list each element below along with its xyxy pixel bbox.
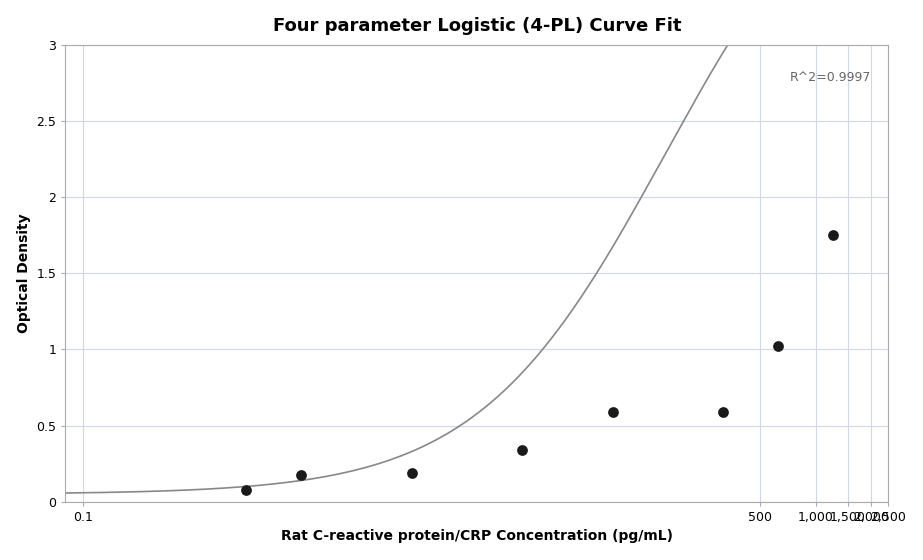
Point [605, 407, 620, 416]
Y-axis label: Optical Density: Optical Density [17, 213, 30, 333]
Point [515, 445, 530, 454]
Point [715, 407, 730, 416]
Point [404, 468, 419, 477]
Point [826, 231, 841, 240]
Title: Four parameter Logistic (4-PL) Curve Fit: Four parameter Logistic (4-PL) Curve Fit [272, 17, 681, 35]
X-axis label: Rat C-reactive protein/CRP Concentration (pg/mL): Rat C-reactive protein/CRP Concentration… [281, 529, 673, 543]
Point [239, 486, 254, 494]
Text: R^2=0.9997: R^2=0.9997 [789, 71, 871, 84]
Point [771, 342, 785, 351]
Point [294, 470, 309, 479]
